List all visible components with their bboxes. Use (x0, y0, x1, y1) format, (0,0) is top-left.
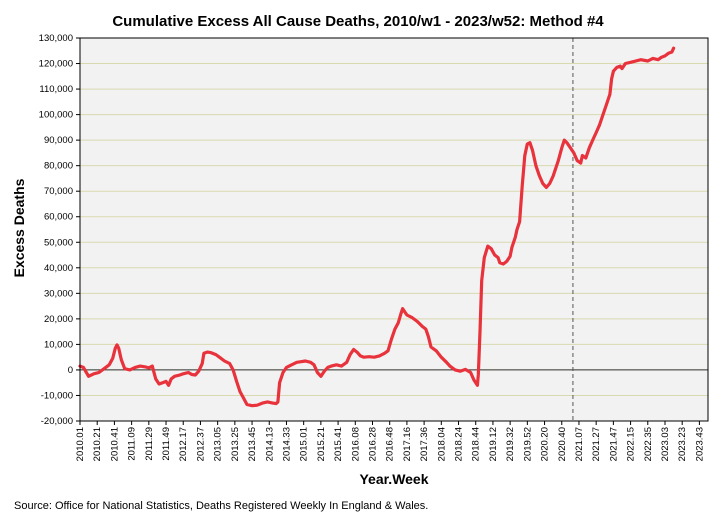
y-tick-label: 110,000 (39, 84, 73, 95)
x-tick-label: 2023.03 (660, 427, 671, 461)
y-axis-ticks: -20,000 -10,000 0 10,000 20,000 30,000 40,000 5… (39, 33, 80, 427)
x-tick-label: 2015.21 (316, 427, 327, 461)
x-tick-label: 2019.12 (488, 427, 499, 461)
x-tick-label: 2014.13 (264, 427, 275, 461)
plot-border (79, 37, 709, 422)
x-tick-label: 2012.17 (178, 427, 189, 461)
y-tick-label: 70,000 (44, 186, 73, 197)
x-tick-label: 2018.44 (471, 427, 482, 461)
x-tick-label: 2013.45 (247, 427, 258, 461)
x-tick-label: 2015.41 (333, 427, 344, 461)
y-tick-label: 10,000 (44, 339, 73, 350)
x-tick-label: 2021.27 (591, 427, 602, 461)
x-tick-label: 2010.41 (109, 427, 120, 461)
chart-title: Cumulative Excess All Cause Deaths, 2010… (112, 13, 604, 30)
y-tick-label: 40,000 (44, 263, 73, 274)
x-tick-label: 2016.08 (350, 427, 361, 461)
x-tick-label: 2022.15 (626, 427, 637, 461)
x-tick-label: 2010.01 (75, 427, 86, 461)
x-tick-label: 2011.29 (144, 427, 155, 461)
x-tick-label: 2020.20 (540, 427, 551, 461)
x-tick-label: 2016.48 (385, 427, 396, 461)
x-tick-label: 2015.01 (299, 427, 310, 461)
x-tick-label: 2021.07 (574, 427, 585, 461)
x-axis-ticks: 2010.01 2010.21 2010.41 2011.09 2011.29 2011.… (75, 421, 705, 461)
y-tick-label: 100,000 (39, 110, 73, 121)
x-tick-label: 2016.28 (367, 427, 378, 461)
x-tick-label: 2017.36 (419, 427, 430, 461)
y-tick-label: 20,000 (44, 314, 73, 325)
y-tick-label: 30,000 (44, 288, 73, 299)
x-tick-label: 2017.16 (402, 427, 413, 461)
x-tick-label: 2018.04 (436, 427, 447, 461)
x-tick-label: 2013.05 (213, 427, 224, 461)
x-tick-label: 2010.21 (92, 427, 103, 461)
y-tick-label: 130,000 (39, 33, 73, 44)
x-tick-label: 2021.47 (608, 427, 619, 461)
x-tick-label: 2020.40 (557, 427, 568, 461)
y-axis-label: Excess Deaths (11, 178, 27, 277)
y-tick-label: 90,000 (44, 135, 73, 146)
series-line-0 (78, 46, 676, 408)
x-tick-label: 2019.52 (522, 427, 533, 461)
x-tick-label: 2011.09 (127, 427, 138, 461)
x-tick-label: 2014.33 (281, 427, 292, 461)
series-group (78, 46, 676, 408)
x-tick-label: 2022.35 (643, 427, 654, 461)
source-note: Source: Office for National Statistics, … (14, 500, 429, 512)
y-tick-label: 80,000 (44, 161, 73, 172)
x-axis-label: Year.Week (359, 471, 428, 487)
y-tick-label: -20,000 (41, 416, 73, 427)
y-tick-label: -10,000 (41, 390, 73, 401)
plot-area (80, 38, 708, 421)
line-chart: Cumulative Excess All Cause Deaths, 2010… (11, 13, 709, 487)
x-tick-label: 2013.25 (230, 427, 241, 461)
x-tick-label: 2023.23 (677, 427, 688, 461)
y-tick-label: 120,000 (39, 59, 73, 70)
y-tick-label: 50,000 (44, 237, 73, 248)
x-tick-label: 2012.37 (195, 427, 206, 461)
y-tick-label: 0 (68, 365, 73, 376)
x-tick-label: 2023.43 (694, 427, 705, 461)
x-tick-label: 2011.49 (161, 427, 172, 461)
y-tick-label: 60,000 (44, 212, 73, 223)
x-tick-label: 2019.32 (505, 427, 516, 461)
x-tick-label: 2018.24 (454, 427, 465, 461)
